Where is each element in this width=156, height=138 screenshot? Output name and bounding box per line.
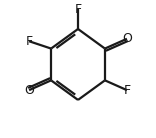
Text: F: F — [74, 3, 82, 16]
Text: F: F — [123, 84, 130, 97]
Text: O: O — [24, 84, 34, 97]
Text: F: F — [26, 35, 33, 48]
Text: O: O — [122, 32, 132, 45]
